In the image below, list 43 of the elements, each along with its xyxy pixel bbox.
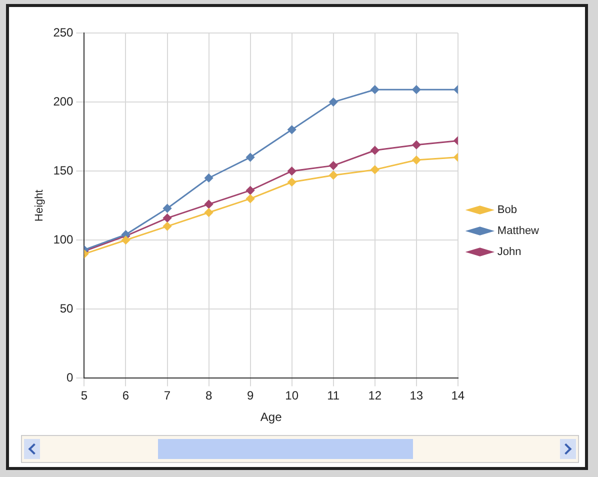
- point: [204, 174, 214, 182]
- x-tick-label: 9: [246, 388, 254, 403]
- point: [370, 85, 380, 94]
- x-tick-label: 10: [285, 388, 299, 403]
- point: [329, 98, 338, 106]
- point: [412, 156, 421, 164]
- y-tick-label: 200: [53, 94, 74, 108]
- x-tick-label: 6: [122, 388, 130, 403]
- point: [288, 178, 296, 186]
- legend-label: Bob: [497, 204, 518, 216]
- point: [329, 161, 338, 170]
- point: [370, 165, 380, 174]
- x-tick-label: 5: [80, 388, 88, 403]
- x-tick-label: 8: [205, 388, 212, 403]
- legend-label: John: [497, 246, 522, 258]
- y-axis-title: Height: [34, 190, 46, 222]
- point: [204, 200, 214, 208]
- point: [121, 236, 130, 244]
- point: [163, 222, 172, 231]
- point: [288, 166, 296, 176]
- point: [163, 204, 172, 213]
- x-tick-label: 7: [164, 388, 171, 403]
- legend-label: Matthew: [497, 225, 540, 238]
- y-tick-label: 250: [53, 25, 74, 40]
- y-tick-label: 0: [66, 370, 74, 385]
- point: [288, 125, 296, 134]
- point: [163, 214, 172, 222]
- point: [412, 140, 421, 150]
- x-tick-label: 11: [327, 388, 340, 403]
- x-tick-label: 14: [451, 388, 465, 403]
- x-axis-title: Age: [260, 410, 282, 424]
- point: [370, 146, 380, 155]
- y-tick-label: 100: [53, 232, 74, 246]
- point: [246, 186, 255, 195]
- point: [412, 85, 421, 94]
- x-tick-label: 12: [368, 388, 382, 403]
- point: [329, 170, 338, 180]
- y-tick-label: 150: [53, 163, 74, 178]
- point: [246, 194, 255, 203]
- y-tick-label: 50: [60, 301, 74, 316]
- point: [204, 208, 214, 217]
- x-tick-label: 13: [410, 388, 424, 403]
- point: [246, 153, 255, 162]
